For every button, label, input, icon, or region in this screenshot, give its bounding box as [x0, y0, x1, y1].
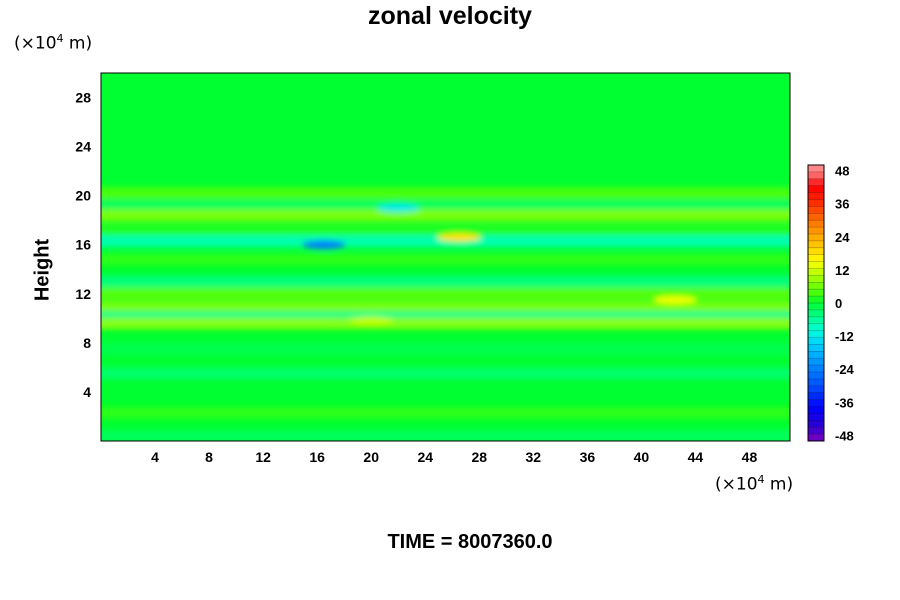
x-tick-label: 20 [363, 449, 379, 465]
colorbar-segment [808, 316, 824, 324]
velocity-band [101, 187, 790, 200]
colorbar-segment [808, 234, 824, 242]
x-tick-label: 48 [742, 449, 758, 465]
x-axis-ticks: 4 8 12 16 20 24 28 32 36 40 44 48 [151, 449, 757, 465]
x-tick-label: 8 [205, 449, 213, 465]
y-axis-unit: (×104 m) [14, 32, 93, 54]
colorbar-frame [807, 164, 825, 442]
velocity-band [101, 253, 790, 266]
colorbar-segment [808, 275, 824, 283]
y-tick-label: 12 [75, 286, 91, 302]
x-tick-label: 24 [417, 449, 433, 465]
colorbar-tick-label: 36 [835, 197, 849, 212]
colorbar-segment [808, 247, 824, 255]
colorbar-segment [808, 399, 824, 407]
velocity-extremum [349, 316, 394, 326]
velocity-field [101, 73, 790, 441]
x-tick-label: 16 [309, 449, 325, 465]
colorbar-segment [808, 213, 824, 221]
colorbar-segment [808, 254, 824, 262]
x-tick-label: 12 [255, 449, 271, 465]
velocity-band [101, 367, 790, 380]
y-tick-label: 28 [75, 90, 91, 106]
velocity-band [101, 406, 790, 419]
colorbar-segment [808, 434, 824, 442]
y-tick-label: 24 [75, 139, 91, 155]
x-axis-unit: (×104 m) [715, 473, 794, 495]
colorbar-tick-label: 0 [835, 296, 842, 311]
colorbar-segment [808, 268, 824, 276]
colorbar-segment [808, 323, 824, 331]
time-label: TIME = 8007360.0 [387, 531, 553, 553]
colorbar-segment [808, 420, 824, 428]
velocity-band [101, 199, 790, 212]
colorbar-segment [808, 171, 824, 180]
colorbar-segment [808, 406, 824, 414]
y-tick-label: 4 [83, 384, 91, 400]
velocity-band [101, 301, 790, 314]
velocity-band [101, 287, 790, 300]
colorbar-segment [808, 365, 824, 373]
x-tick-label: 28 [471, 449, 487, 465]
x-tick-label: 32 [526, 449, 542, 465]
colorbar-segment [808, 392, 824, 400]
velocity-band [101, 224, 790, 237]
colorbar-segment [808, 309, 824, 318]
velocity-band [101, 275, 790, 288]
colorbar-tick-label: -36 [835, 395, 854, 410]
velocity-band [101, 317, 790, 330]
colorbar-segment [808, 344, 824, 352]
velocity-extremum [301, 240, 346, 250]
velocity-band [101, 343, 790, 355]
colorbar-segment [808, 289, 824, 297]
colorbar-tick-label: -24 [835, 362, 855, 377]
colorbar-tick-label: 48 [835, 164, 849, 179]
x-tick-label: 4 [151, 449, 159, 465]
colorbar-segment [808, 240, 824, 249]
y-tick-label: 16 [75, 237, 91, 253]
colorbar-tick-label: -48 [835, 428, 854, 443]
colorbar-segment [808, 199, 824, 207]
colorbar-tick-label: 24 [835, 230, 850, 245]
colorbar-segment [808, 330, 824, 338]
colorbar-segment [808, 178, 824, 186]
colorbar-tick-label: 12 [835, 263, 849, 278]
colorbar-segment [808, 261, 824, 269]
velocity-band [101, 235, 790, 248]
chart-title: zonal velocity [368, 2, 532, 30]
colorbar-segment [808, 372, 824, 380]
y-tick-label: 20 [75, 188, 91, 204]
x-tick-label: 36 [580, 449, 596, 465]
colorbar-segment [808, 165, 824, 173]
y-tick-label: 8 [83, 335, 91, 351]
colorbar-segment [808, 413, 824, 421]
velocity-band [101, 430, 790, 441]
colorbar-segment [808, 303, 824, 311]
colorbar-segment [808, 427, 824, 435]
velocity-extremum [437, 232, 482, 242]
colorbar-segment [808, 358, 824, 366]
colorbar-tick-label: -12 [835, 329, 854, 344]
colorbar: 48 36 24 12 0 -12 -24 -36 -48 [807, 164, 855, 443]
colorbar-segment [808, 378, 824, 387]
velocity-extremum [376, 203, 421, 213]
colorbar-segment [808, 296, 824, 304]
colorbar-segment [808, 206, 824, 214]
colorbar-segment [808, 282, 824, 290]
velocity-extremum [653, 295, 698, 305]
velocity-band [101, 209, 790, 222]
x-tick-label: 44 [688, 449, 704, 465]
x-tick-label: 40 [634, 449, 650, 465]
colorbar-segment [808, 385, 824, 393]
colorbar-segment [808, 351, 824, 359]
colorbar-segment [808, 192, 824, 200]
colorbar-segment [808, 337, 824, 345]
plot-frame [100, 72, 791, 442]
y-axis-ticks: 4 8 12 16 20 24 28 [75, 90, 91, 400]
colorbar-segment [808, 227, 824, 235]
colorbar-segment [808, 185, 824, 193]
colorbar-segment [808, 220, 824, 228]
